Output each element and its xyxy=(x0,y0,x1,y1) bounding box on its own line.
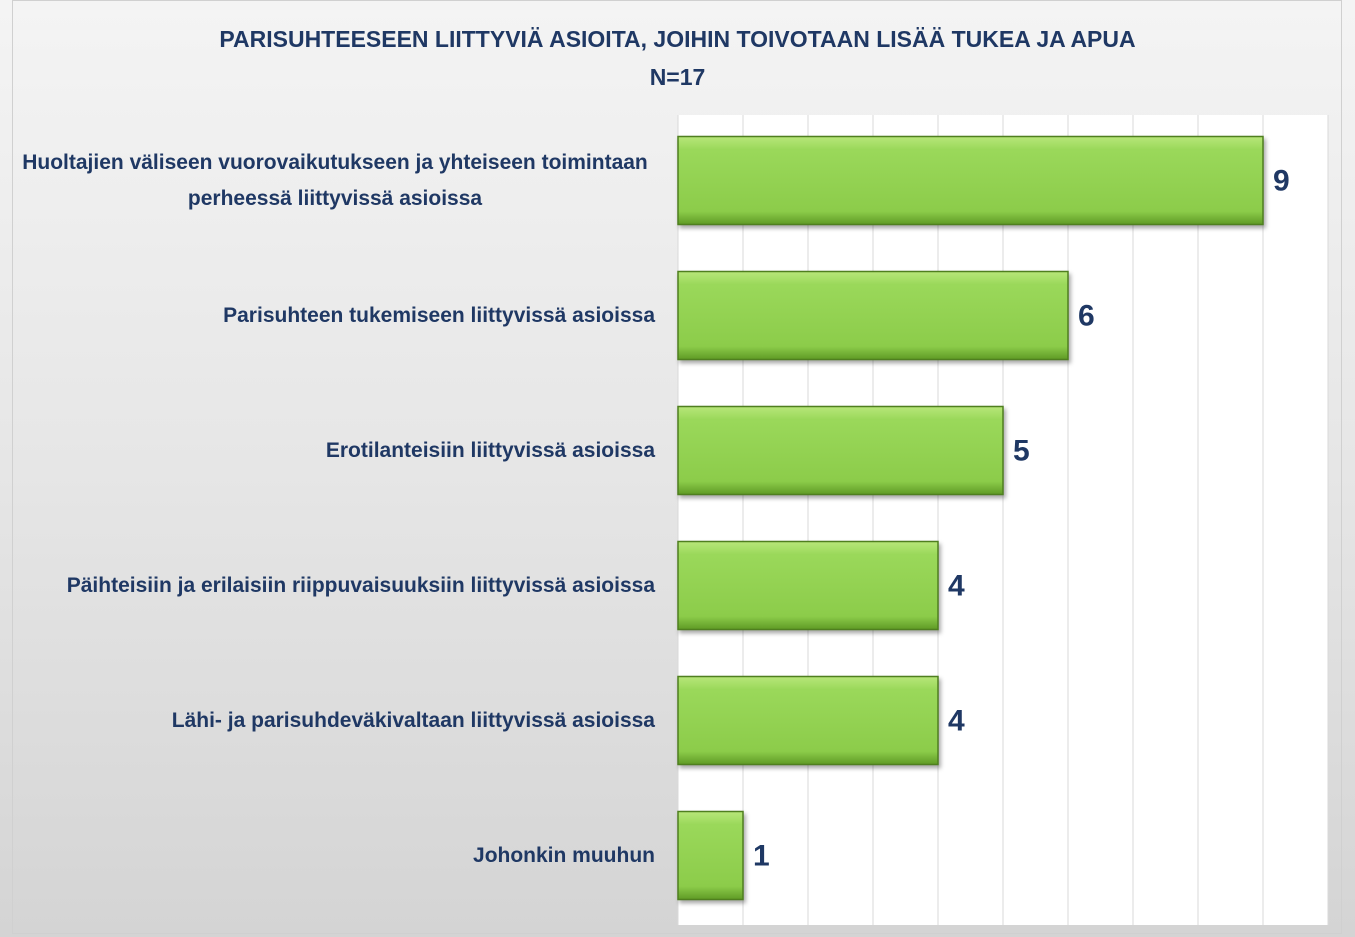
y-tick-label: Lähi- ja parisuhdeväkivaltaan liittyviss… xyxy=(171,708,655,732)
bar xyxy=(677,810,744,901)
value-label: 6 xyxy=(1078,299,1095,332)
category-label-box: Huoltajien väliseen vuorovaikutukseen ja… xyxy=(15,131,655,231)
category-label-box: Parisuhteen tukemiseen liittyvissä asioi… xyxy=(15,266,655,366)
category-label-box: Johonkin muuhun xyxy=(15,806,655,906)
chart-frame xyxy=(12,0,1342,934)
bar xyxy=(677,270,1069,361)
value-label: 4 xyxy=(948,704,965,737)
value-label: 5 xyxy=(1013,434,1030,467)
y-tick-label: Huoltajien väliseen vuorovaikutukseen ja… xyxy=(22,150,648,210)
value-label: 1 xyxy=(753,839,770,872)
bar xyxy=(677,540,939,631)
bar xyxy=(677,675,939,766)
value-label: 4 xyxy=(948,569,965,602)
chart-title: PARISUHTEESEEN LIITTYVIÄ ASIOITA, JOIHIN… xyxy=(219,26,1136,90)
bar xyxy=(677,405,1004,496)
y-tick-label: Johonkin muuhun xyxy=(473,843,655,867)
category-label-box: Lähi- ja parisuhdeväkivaltaan liittyviss… xyxy=(15,671,655,771)
value-label: 9 xyxy=(1273,164,1290,197)
category-label-box: Päihteisiin ja erilaisiin riippuvaisuuks… xyxy=(15,536,655,636)
y-tick-label: Parisuhteen tukemiseen liittyvissä asioi… xyxy=(223,303,655,327)
y-tick-label: Erotilanteisiin liittyvissä asioissa xyxy=(325,438,655,462)
y-tick-label: Päihteisiin ja erilaisiin riippuvaisuuks… xyxy=(66,573,655,597)
bar xyxy=(677,135,1264,226)
category-label-box: Erotilanteisiin liittyvissä asioissa xyxy=(15,401,655,501)
